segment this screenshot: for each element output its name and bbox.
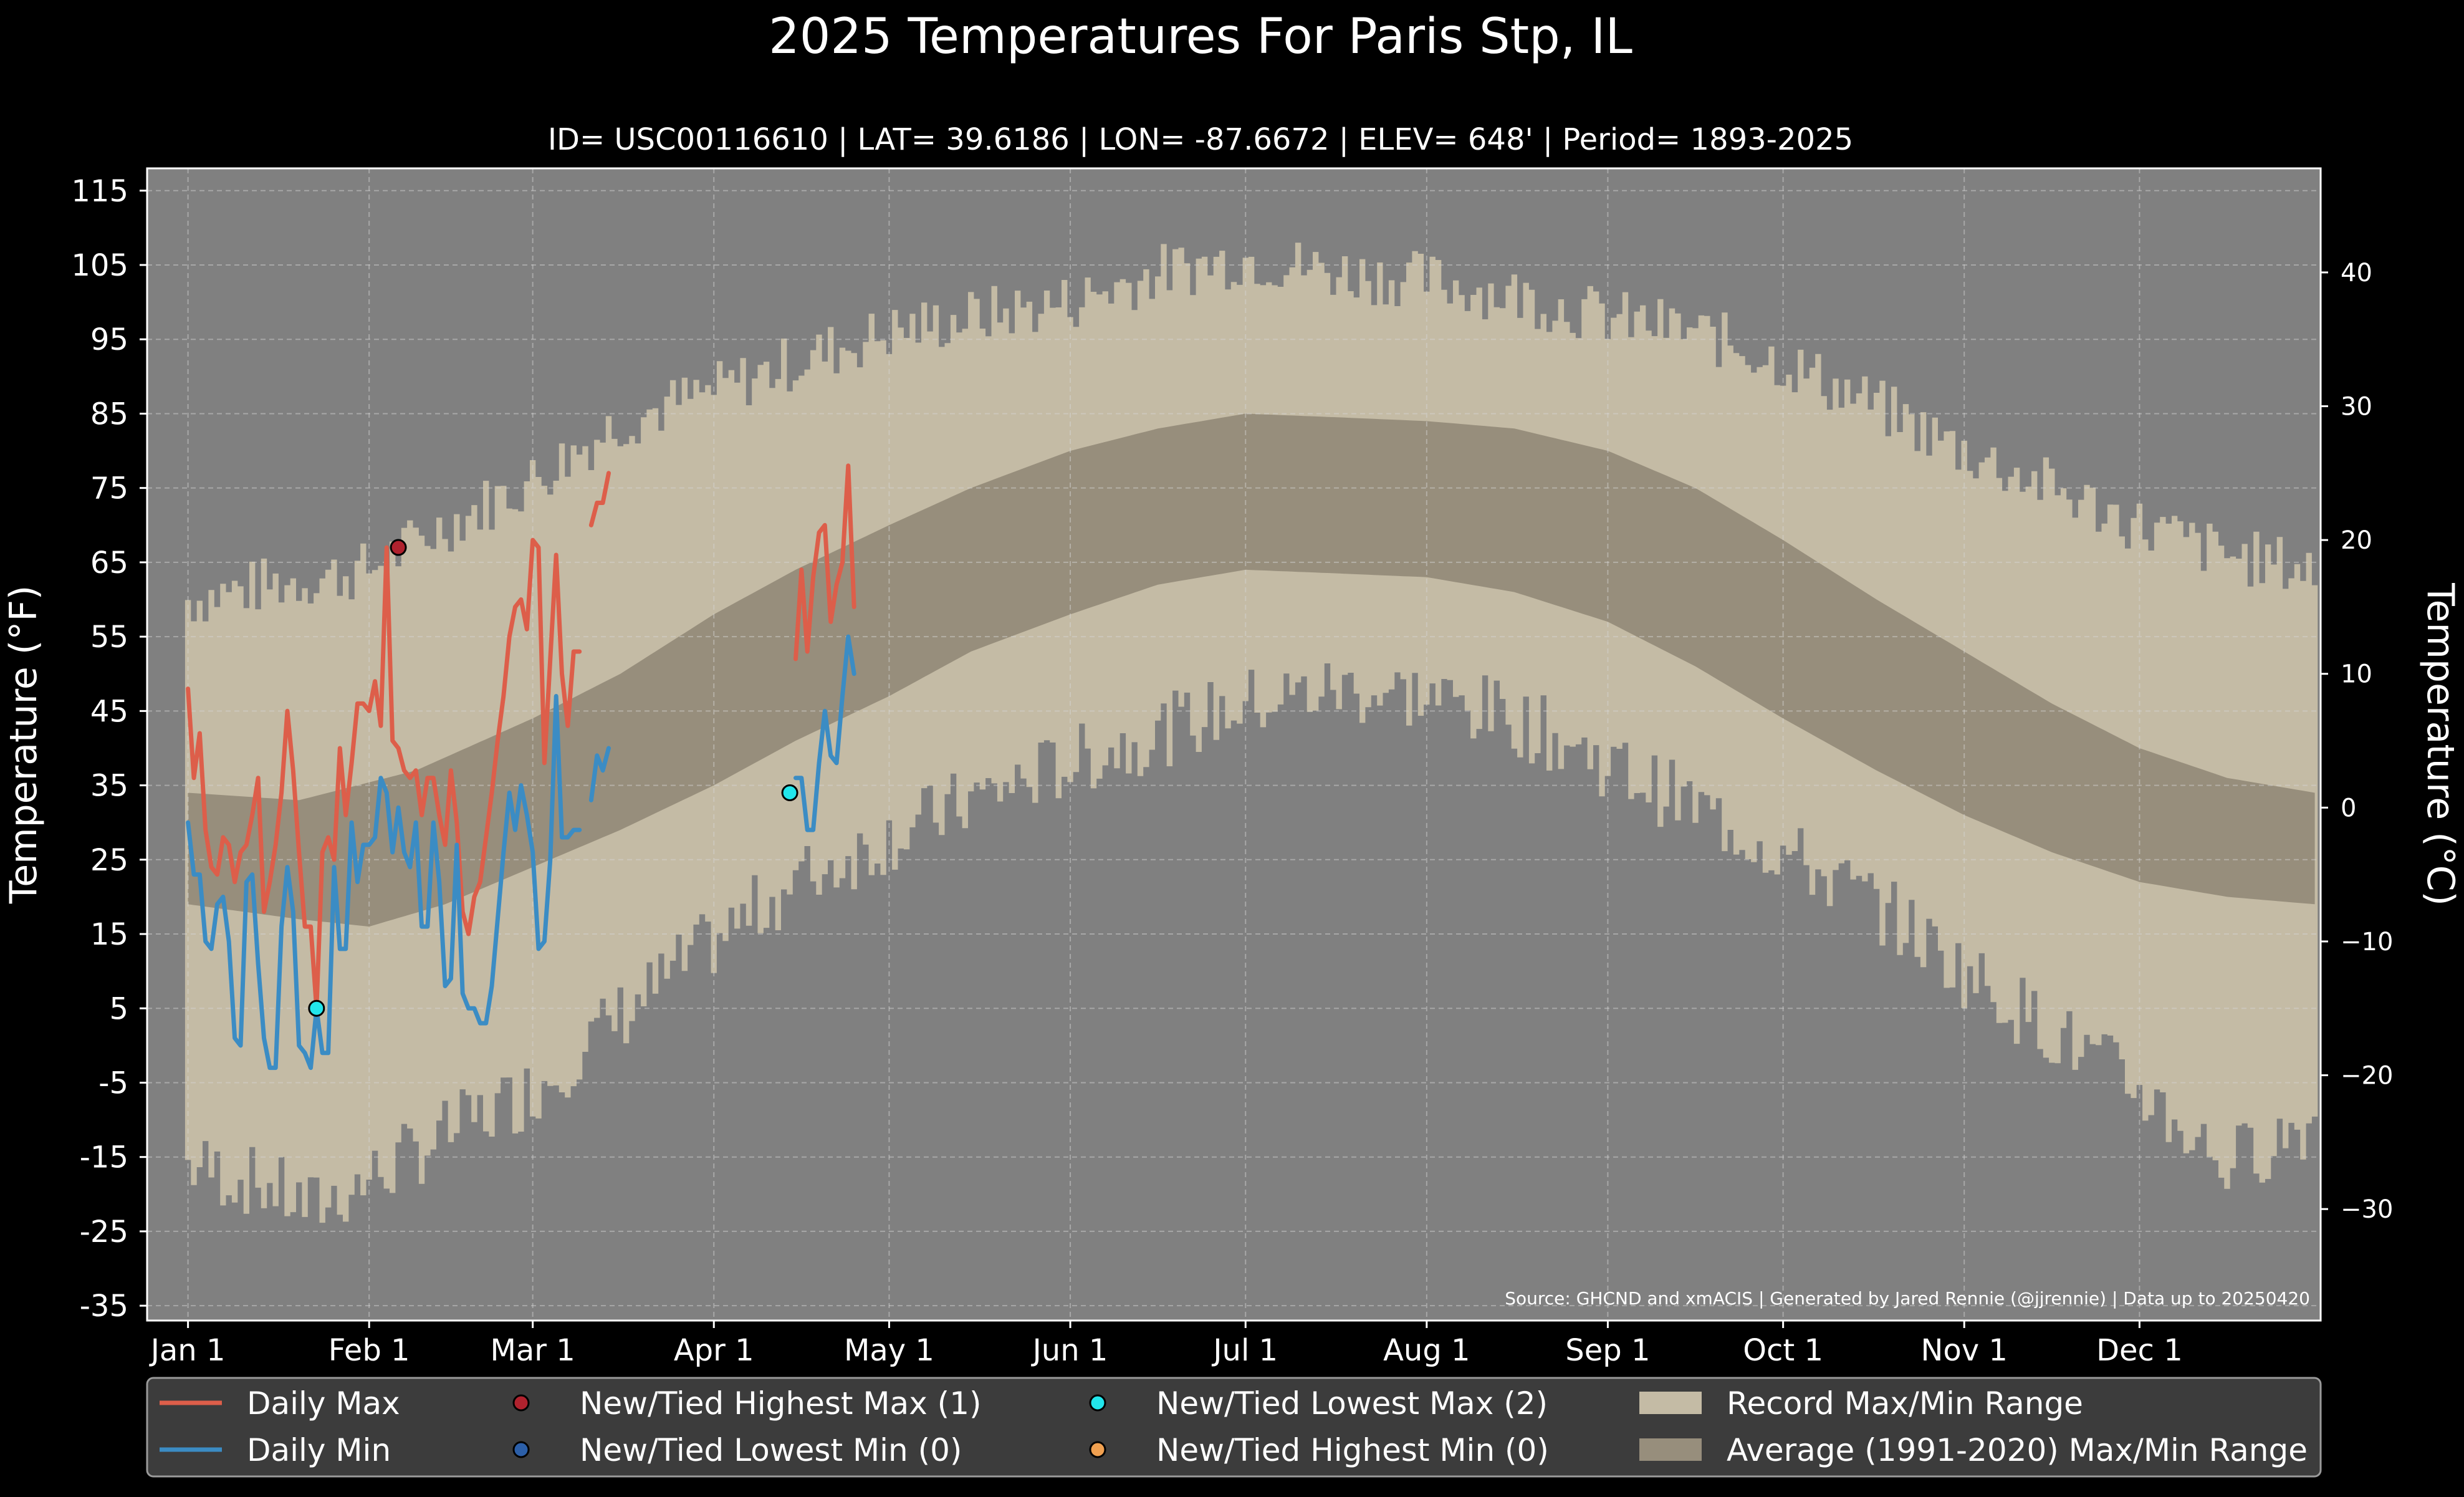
legend-label: New/Tied Highest Max (1) (580, 1385, 982, 1422)
y-tick-label-left: 95 (90, 322, 128, 357)
y-axis-left-ticks: 115 105 95 85 75 65 55 45 35 25 15 5 -5 -15 -25 -35 (71, 174, 147, 1324)
y-tick-label-left: -5 (98, 1066, 128, 1100)
y-tick-label-left: 15 (90, 917, 128, 952)
x-axis-ticks: Jan 1 Feb 1 Mar 1 Apr 1 May 1 Jun 1 Jul 1 Aug 1… (149, 1321, 2183, 1368)
x-tick-label: Oct 1 (1743, 1333, 1823, 1368)
marker-new-tied-lowest-max (781, 784, 798, 801)
x-tick-label: Mar 1 (490, 1333, 575, 1368)
legend-new-tied-lowest-max-2-icon (1089, 1394, 1106, 1412)
plot-content (147, 168, 2321, 1321)
y-tick-label-left: 75 (90, 471, 128, 506)
legend-average-1991-2020-max-min-range-icon (1639, 1438, 1702, 1461)
legend-new-tied-highest-min-0-icon (1089, 1441, 1106, 1458)
y-tick-label-right: 30 (2341, 393, 2372, 421)
record-markers (308, 539, 798, 1017)
legend-label: Average (1991-2020) Max/Min Range (1727, 1432, 2308, 1468)
y-tick-label-left: 35 (90, 769, 128, 804)
record-max-min-band (185, 243, 2318, 1223)
source-note: Source: GHCND and xmACIS | Generated by … (1505, 1288, 2310, 1309)
legend-new-tied-lowest-min-0-icon (512, 1441, 530, 1458)
y-tick-label-left: -25 (80, 1215, 128, 1249)
legend-record-max-min-range-icon (1639, 1392, 1702, 1414)
y-axis-right-ticks: 40 30 20 10 0 −10 −20 −30 (2321, 259, 2393, 1224)
y-tick-label-right: −10 (2341, 928, 2393, 956)
legend-label: New/Tied Highest Min (0) (1156, 1432, 1549, 1468)
legend-label: New/Tied Lowest Min (0) (580, 1432, 962, 1468)
x-tick-label: Apr 1 (674, 1333, 754, 1368)
y-tick-label-left: -35 (80, 1289, 128, 1324)
legend-label: Daily Max (247, 1385, 400, 1422)
y-tick-label-left: -15 (80, 1140, 128, 1175)
x-tick-label: Nov 1 (1920, 1333, 2007, 1368)
y-tick-label-left: 45 (90, 694, 128, 729)
chart-subtitle: ID= USC00116610 | LAT= 39.6186 | LON= -8… (548, 122, 1853, 157)
legend-box (146, 1377, 2322, 1478)
legend: Daily Max Daily Min New/Tied Highest Max (… (160, 1385, 2308, 1468)
y-tick-label-right: 20 (2341, 526, 2372, 555)
series-daily-max (186, 463, 856, 1011)
series-daily-min (186, 634, 856, 1071)
x-tick-label: May 1 (844, 1333, 934, 1368)
y-tick-label-left: 115 (71, 174, 128, 209)
chart-title: 2025 Temperatures For Paris Stp, IL (769, 9, 1632, 65)
series-lines (186, 463, 856, 1071)
y-tick-label-right: −20 (2341, 1062, 2393, 1090)
legend-label: New/Tied Lowest Max (2) (1156, 1385, 1548, 1422)
x-tick-label: Jul 1 (1211, 1333, 1278, 1368)
marker-new-tied-highest-max (390, 539, 407, 556)
y-axis-right-label: Temperature (°C) (2418, 582, 2462, 906)
legend-label: Daily Min (247, 1432, 391, 1468)
legend-label: Record Max/Min Range (1727, 1385, 2083, 1422)
y-tick-label-right: −30 (2341, 1195, 2393, 1224)
y-tick-label-left: 25 (90, 843, 128, 878)
average-max-min-band (188, 413, 2315, 927)
y-axis-left-label: Temperature (°F) (2, 585, 46, 904)
marker-new-tied-lowest-max (308, 999, 325, 1017)
grid-lines (147, 168, 2321, 1321)
x-tick-label: Sep 1 (1565, 1333, 1650, 1368)
legend-new-tied-highest-max-1-icon (512, 1394, 530, 1412)
y-tick-label-left: 85 (90, 397, 128, 431)
x-tick-label: Jan 1 (149, 1333, 226, 1368)
y-tick-label-right: 40 (2341, 259, 2372, 287)
x-tick-label: Dec 1 (2096, 1333, 2183, 1368)
y-tick-label-left: 55 (90, 620, 128, 655)
y-tick-label-right: 10 (2341, 660, 2372, 689)
x-tick-label: Jun 1 (1031, 1333, 1108, 1368)
y-tick-label-right: 0 (2341, 794, 2356, 822)
x-tick-label: Aug 1 (1383, 1333, 1470, 1368)
y-tick-label-left: 105 (71, 248, 128, 283)
y-tick-label-left: 65 (90, 546, 128, 580)
x-tick-label: Feb 1 (328, 1333, 410, 1368)
y-tick-label-left: 5 (109, 991, 128, 1026)
plot-frame (146, 167, 2322, 1322)
